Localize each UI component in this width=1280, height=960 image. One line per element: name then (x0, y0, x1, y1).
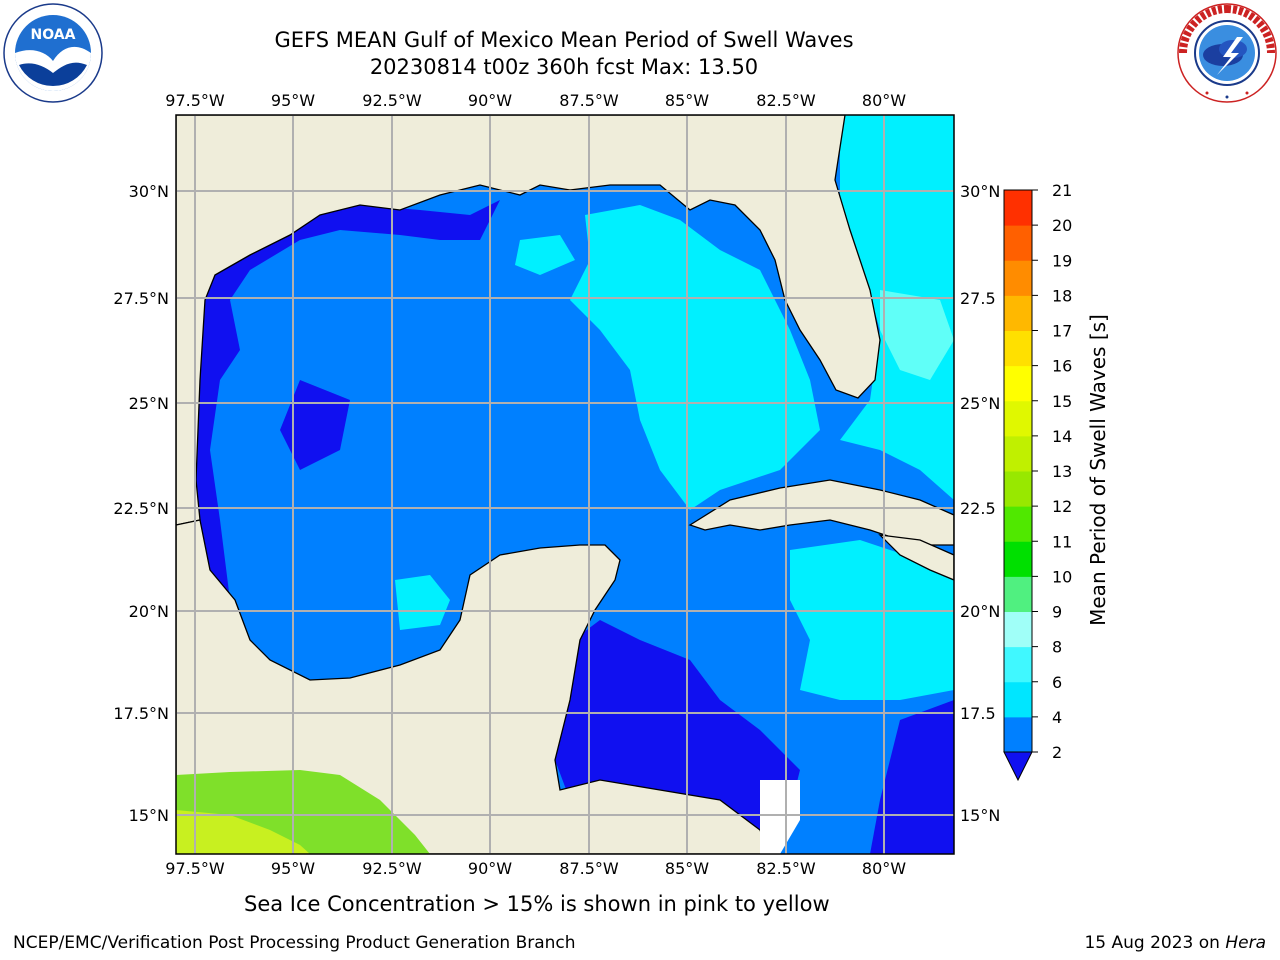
colorbar-tick-label: 19 (1052, 251, 1072, 270)
colorbar-tick-label: 16 (1052, 357, 1072, 376)
map-frame (175, 114, 955, 855)
lon-label: 92.5°W (362, 859, 422, 878)
lat-label: 17.5°N (113, 704, 169, 723)
colorbar-segment (1004, 365, 1032, 402)
footer-date: 15 Aug 2023 on Hera (1084, 933, 1266, 953)
lon-labels-bottom: 97.5°W 95°W 92.5°W 90°W 87.5°W 85°W 82.5… (165, 859, 906, 878)
colorbar-tick-label: 9 (1052, 603, 1062, 622)
lon-label: 82.5°W (756, 859, 816, 878)
lon-labels-top: 97.5°W 95°W 92.5°W 90°W 87.5°W 85°W 82.5… (165, 91, 906, 110)
land-us-gulf-coast (176, 115, 881, 526)
lon-label: 97.5°W (165, 859, 225, 878)
land-mexico (176, 519, 771, 854)
swell-zone-coastal-west (190, 200, 500, 600)
lon-label: 90°W (468, 91, 512, 110)
lon-label: 90°W (468, 859, 512, 878)
lon-label: 92.5°W (362, 91, 422, 110)
colorbar-tick-label: 13 (1052, 462, 1072, 481)
colorbar-segment (1004, 330, 1032, 367)
chart-subtitle-run: 20230814 t00z 360h fcst Max: 13.50 (369, 55, 759, 79)
colorbar-tick-label: 18 (1052, 286, 1072, 305)
colorbar: 2 4 6 8 9 10 11 12 13 14 15 16 17 18 19 20 21 (1003, 181, 1072, 782)
lat-label: 15°N (129, 806, 169, 825)
chart-title: GEFS MEAN Gulf of Mexico Mean Period of … (274, 28, 854, 52)
colorbar-tick-label: 12 (1052, 497, 1072, 516)
lat-label: 27.5°N (113, 289, 169, 308)
lat-label: 22.5°N (113, 499, 169, 518)
lat-label: 27.5 (960, 289, 996, 308)
lon-label: 95°W (271, 859, 315, 878)
lon-label: 85°W (665, 91, 709, 110)
lat-label: 25°N (129, 394, 169, 413)
map-area (176, 115, 954, 854)
lat-label: 25°N (960, 394, 1000, 413)
lat-label: 17.5 (960, 704, 996, 723)
colorbar-segment (1004, 295, 1032, 331)
swell-zone-west-gulf (515, 235, 575, 275)
colorbar-segment (1004, 646, 1032, 683)
colorbar-segment (1004, 506, 1032, 542)
swell-zone-campeche (395, 575, 450, 630)
lon-label: 87.5°W (559, 91, 619, 110)
lat-label: 20°N (129, 602, 169, 621)
lat-label: 20°N (960, 602, 1000, 621)
colorbar-segment (1004, 681, 1032, 718)
sea-ice-note: Sea Ice Concentration > 15% is shown in … (244, 892, 830, 916)
colorbar-segment (1004, 611, 1032, 648)
colorbar-tick-label: 17 (1052, 322, 1072, 341)
colorbar-tick-label: 4 (1052, 708, 1062, 727)
sea-ice-yellow-patch (176, 810, 310, 854)
lat-labels-left: 30°N 27.5°N 25°N 22.5°N 20°N 17.5°N 15°N (113, 182, 169, 825)
land-yucatan-east (760, 780, 800, 854)
colorbar-tick-label: 11 (1052, 532, 1072, 551)
footer-host: Hera (1225, 933, 1266, 953)
colorbar-segment (1004, 435, 1032, 472)
land-hispaniola-edge (878, 534, 954, 581)
colorbar-tick-label: 21 (1052, 181, 1072, 200)
lat-labels-right: 30°N 27.5 25°N 22.5 20°N 17.5 15°N (960, 182, 1000, 825)
colorbar-label: Mean Period of Swell Waves [s] (1086, 314, 1110, 626)
lat-label: 15°N (960, 806, 1000, 825)
lat-label: 22.5 (960, 499, 996, 518)
colorbar-segment (1004, 400, 1032, 437)
lon-label: 87.5°W (559, 859, 619, 878)
colorbar-segment (1004, 225, 1032, 261)
colorbar-segment (1004, 716, 1032, 753)
lat-label: 30°N (129, 182, 169, 201)
lon-label: 95°W (271, 91, 315, 110)
colorbar-segment (1004, 471, 1032, 507)
colorbar-segment (1004, 260, 1032, 296)
nws-logo (1177, 3, 1277, 103)
colorbar-segment (1004, 190, 1032, 226)
lon-label: 80°W (862, 859, 906, 878)
footer-credit: NCEP/EMC/Verification Post Processing Pr… (13, 933, 576, 953)
colorbar-tick-label: 6 (1052, 673, 1062, 692)
noaa-logo: NOAA (3, 3, 103, 103)
colorbar-tick-label: 14 (1052, 427, 1072, 446)
lon-label: 82.5°W (756, 91, 816, 110)
lon-label: 85°W (665, 859, 709, 878)
lat-label: 30°N (960, 182, 1000, 201)
map-gridlines (176, 115, 954, 854)
colorbar-segment (1004, 541, 1032, 577)
swell-zone-eastern-gulf (570, 205, 820, 510)
colorbar-tick-label: 10 (1052, 567, 1072, 586)
colorbar-extend-arrow (1003, 751, 1033, 782)
footer-date-text: 15 Aug 2023 on (1084, 933, 1226, 953)
svg-text:NOAA: NOAA (31, 27, 76, 43)
lon-label: 97.5°W (165, 91, 225, 110)
swell-light-patch (880, 290, 954, 380)
colorbar-tick-label: 20 (1052, 216, 1072, 235)
colorbar-tick-label: 15 (1052, 392, 1072, 411)
colorbar-tick-label: 2 (1052, 743, 1062, 762)
lon-label: 80°W (862, 91, 906, 110)
colorbar-tick-label: 8 (1052, 638, 1062, 657)
swell-zone-caribbean (790, 540, 954, 700)
colorbar-segment (1004, 576, 1032, 612)
